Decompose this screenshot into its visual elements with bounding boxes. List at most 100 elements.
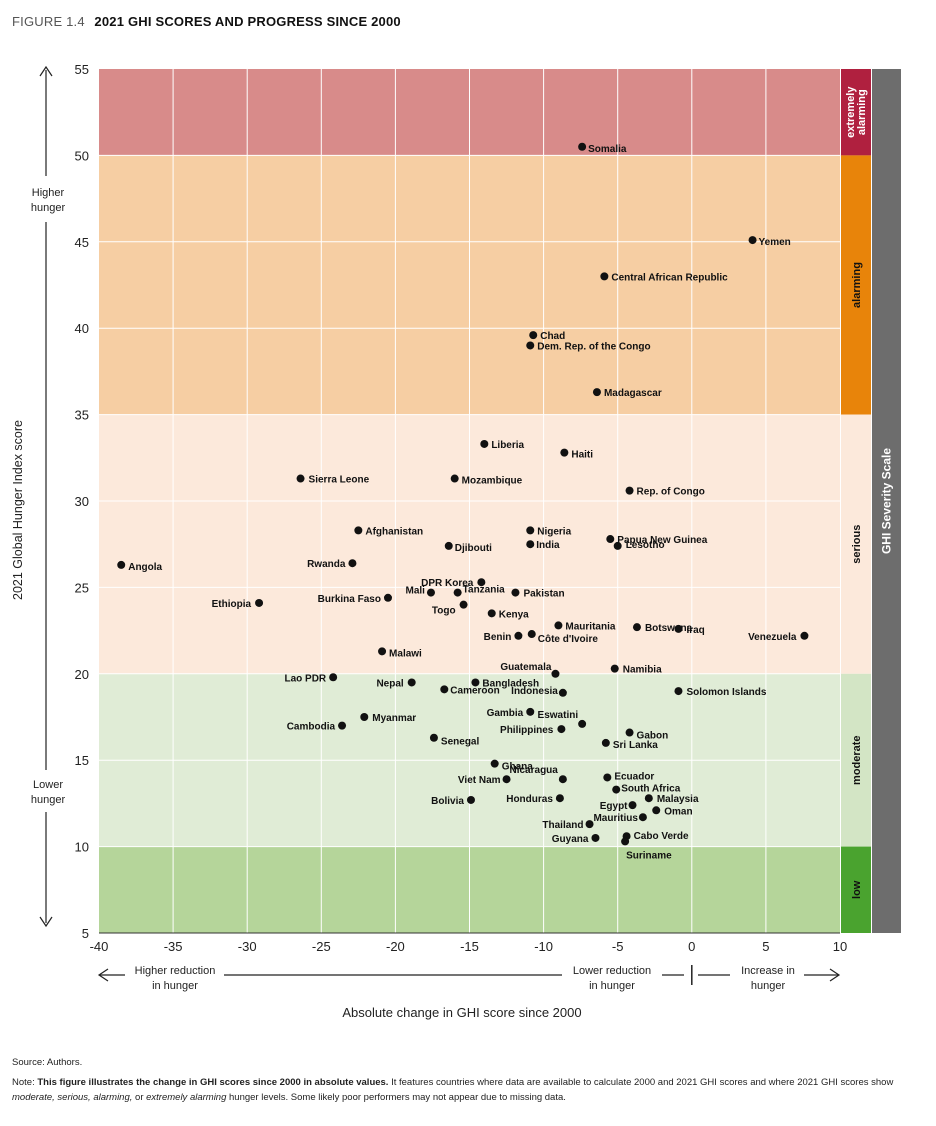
data-point-philippines (557, 725, 566, 734)
data-label-chad: Chad (540, 331, 565, 342)
data-label-ethiopia: Ethiopia (212, 599, 252, 610)
data-point-gambia (526, 707, 535, 716)
severity-scale-title: GHI Severity Scale (880, 448, 894, 554)
data-point-ethiopia (255, 598, 264, 607)
data-point-sri-lanka (601, 738, 610, 747)
figure-header: FIGURE 1.4 2021 GHI SCORES AND PROGRESS … (12, 14, 401, 29)
data-label-angola: Angola (128, 562, 162, 573)
data-point-nigeria (526, 526, 535, 535)
data-point-kenya (487, 609, 496, 618)
data-point-yemen (748, 236, 757, 245)
data-point-south-africa (612, 785, 621, 794)
y-tick-label: 55 (75, 62, 89, 77)
data-point-indonesia (558, 688, 567, 697)
data-label-somalia: Somalia (588, 144, 627, 155)
data-point-gabon (625, 728, 634, 737)
data-point-pakistan (511, 588, 520, 597)
data-label-kenya: Kenya (499, 609, 529, 620)
x-tick-label: -35 (164, 939, 183, 954)
data-label-south-africa: South Africa (621, 784, 681, 795)
data-point-tanzania (453, 588, 462, 597)
data-point-mauritius (638, 813, 647, 822)
x-tick-label: -15 (460, 939, 479, 954)
y-arrow-down-head (39, 916, 53, 928)
data-label-guyana: Guyana (552, 834, 589, 845)
x-tick-label: 0 (688, 939, 695, 954)
severity-label: alarming (851, 262, 863, 308)
y-tick-label: 50 (75, 148, 89, 163)
data-point-venezuela (800, 631, 809, 640)
data-label-sierra-leone: Sierra Leone (309, 475, 370, 486)
x-annotation-increase: Increase in hunger (741, 965, 795, 992)
y-annotation-higher-hunger: Higher hunger (31, 187, 66, 214)
data-point-iraq (674, 624, 683, 633)
data-point-togo (459, 600, 468, 609)
x-tick-label: -40 (90, 939, 109, 954)
data-label-malawi: Malawi (389, 648, 422, 659)
data-point-myanmar (360, 713, 369, 721)
y-tick-label: 25 (75, 580, 89, 595)
severity-scale-segment (841, 846, 871, 933)
data-label-sri-lanka: Sri Lanka (613, 740, 658, 751)
data-label-yemen: Yemen (759, 237, 791, 248)
data-point-namibia (610, 664, 619, 673)
data-point-chad (529, 331, 538, 340)
data-point-mozambique (450, 474, 459, 483)
data-point-bangladesh (471, 678, 480, 687)
figure-title: 2021 GHI SCORES AND PROGRESS SINCE 2000 (94, 14, 401, 29)
data-point-ecuador (603, 773, 612, 782)
data-point-solomon-islands (674, 687, 683, 696)
severity-scale-bar (872, 69, 901, 933)
data-label-viet-nam: Viet Nam (458, 775, 501, 786)
data-point-haiti (560, 448, 569, 457)
data-label-benin: Benin (484, 632, 512, 643)
data-label-mali: Mali (406, 586, 426, 597)
data-point-nepal (407, 678, 416, 687)
data-label-cabo-verde: Cabo Verde (634, 831, 689, 842)
note-italic2: extremely alarming (146, 1092, 227, 1103)
data-label-myanmar: Myanmar (372, 713, 416, 724)
data-label-central-african-republic: Central African Republic (611, 272, 728, 283)
y-tick-label: 20 (75, 667, 89, 682)
data-label-dpr-korea: DPR Korea (421, 578, 474, 589)
data-label-papua-new-guinea: Papua New Guinea (617, 535, 707, 546)
data-label-bangladesh: Bangladesh (482, 678, 539, 689)
data-label-malaysia: Malaysia (657, 794, 699, 805)
data-point-papua-new-guinea (606, 535, 615, 544)
y-tick-label: 40 (75, 321, 89, 336)
x-arrow-left-head (97, 968, 109, 982)
data-label-ecuador: Ecuador (614, 771, 654, 782)
data-point-sierra-leone (296, 474, 305, 483)
y-tick-label: 45 (75, 235, 89, 250)
data-label-lao-pdr: Lao PDR (284, 673, 326, 684)
data-label-madagascar: Madagascar (604, 388, 662, 399)
data-point-liberia (480, 439, 489, 448)
data-point-mauritania (554, 621, 563, 630)
x-tick-label: -25 (312, 939, 331, 954)
severity-scale-segment (841, 155, 871, 415)
data-label-liberia: Liberia (491, 440, 524, 451)
data-label-philippines: Philippines (500, 725, 554, 736)
x-tick-label: -10 (534, 939, 553, 954)
note-part1: It features countries where data are ava… (388, 1077, 894, 1088)
data-label-mozambique: Mozambique (462, 476, 523, 487)
severity-label: low (851, 880, 863, 899)
data-label-botswana: Botswana (645, 623, 693, 634)
data-label-solomon-islands: Solomon Islands (686, 687, 766, 698)
data-point-egypt (628, 801, 637, 810)
data-point-rep-of-congo (625, 486, 634, 495)
data-point-malawi (378, 647, 387, 656)
x-annotation-higher-reduction: Higher reduction in hunger (135, 965, 216, 992)
data-point-cambodia (338, 721, 347, 730)
note-bold: This figure illustrates the change in GH… (37, 1077, 389, 1088)
x-tick-label: 10 (833, 939, 847, 954)
data-point-senegal (429, 733, 438, 742)
x-annotation-lower-reduction: Lower reduction in hunger (573, 965, 651, 992)
data-label-indonesia: Indonesia (511, 686, 558, 697)
data-label-nepal: Nepal (376, 678, 403, 689)
data-point-dem-rep-of-the-congo (526, 341, 535, 350)
data-label-c-te-d-ivoire: Côte d'Ivoire (538, 634, 599, 645)
x-tick-label: 5 (762, 939, 769, 954)
data-label-gabon: Gabon (637, 731, 669, 742)
data-label-bolivia: Bolivia (431, 796, 464, 807)
